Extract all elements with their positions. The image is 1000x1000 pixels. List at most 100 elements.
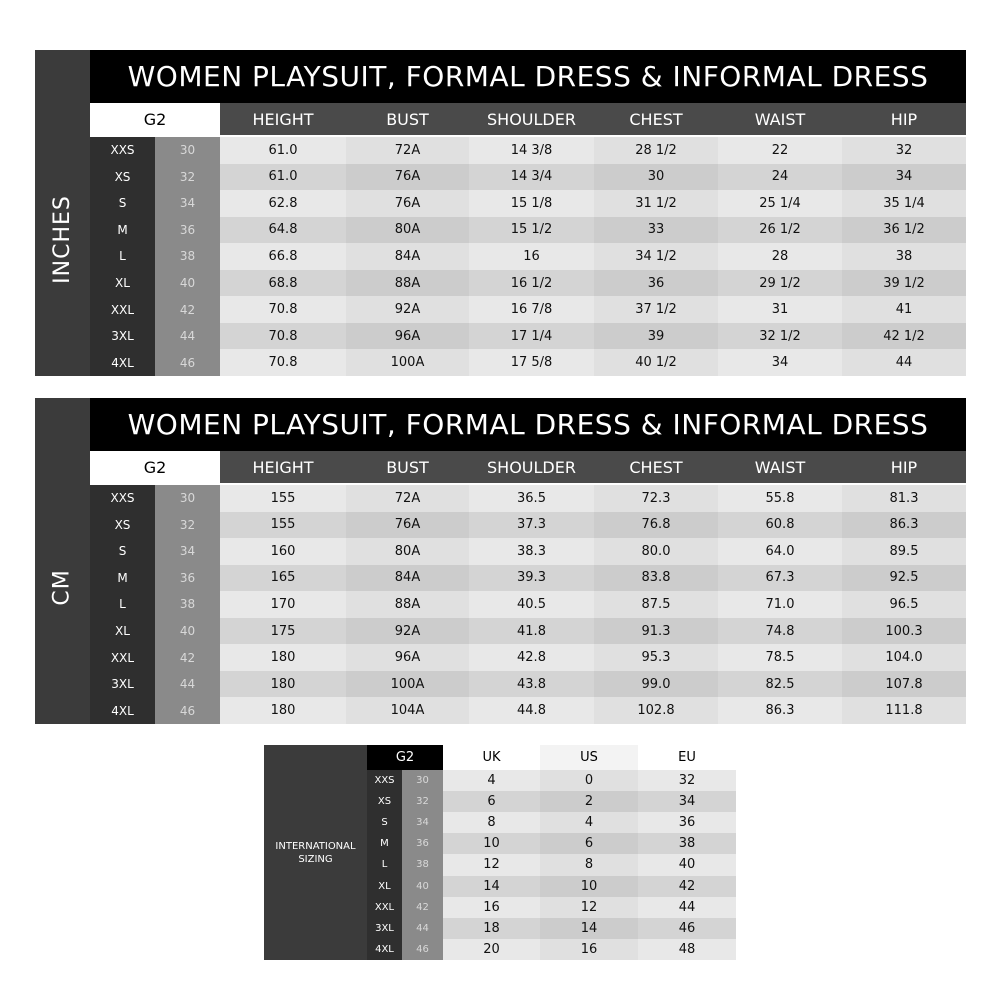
value-cell: 78.5 <box>718 644 842 671</box>
value-cell: 18 <box>443 917 540 939</box>
number-cell: 38 <box>402 854 443 876</box>
header-cell: HEIGHT <box>220 451 346 483</box>
value-cell: 100.3 <box>842 617 966 645</box>
header-cell: BUST <box>346 451 469 483</box>
value-cell: 26 1/2 <box>718 216 842 244</box>
value-cell: 160 <box>220 538 346 565</box>
value-cell: 89.5 <box>842 538 966 565</box>
value-cell: 72A <box>346 485 469 512</box>
value-cell: 14 3/4 <box>469 163 594 191</box>
size-cell: XS <box>90 511 155 539</box>
value-cell: 104A <box>346 697 469 724</box>
value-cell: 15 1/8 <box>469 190 594 217</box>
value-cell: 29 1/2 <box>718 269 842 297</box>
value-cell: 76A <box>346 163 469 191</box>
value-cell: 104.0 <box>842 644 966 671</box>
value-cell: 84A <box>346 243 469 270</box>
size-cell: 3XL <box>90 322 155 350</box>
number-cell: 36 <box>402 833 443 855</box>
header-cell: BUST <box>346 103 469 135</box>
value-cell: 17 1/4 <box>469 322 594 350</box>
value-cell: 71.0 <box>718 591 842 618</box>
number-cell: 44 <box>155 670 220 698</box>
number-cell: 40 <box>155 269 220 297</box>
side-label: CM <box>50 569 75 606</box>
value-cell: 38 <box>638 833 736 855</box>
number-cell: 30 <box>155 485 220 512</box>
number-cell: 32 <box>155 163 220 191</box>
value-cell: 64.8 <box>220 216 346 244</box>
size-cell: XS <box>90 163 155 191</box>
header-cell: WAIST <box>718 103 842 135</box>
value-cell: 31 <box>718 296 842 323</box>
value-cell: 12 <box>443 854 540 876</box>
size-cell: XS <box>367 791 402 813</box>
value-cell: 80A <box>346 538 469 565</box>
value-cell: 22 <box>718 137 842 164</box>
value-cell: 8 <box>540 854 638 876</box>
value-cell: 43.8 <box>469 670 594 698</box>
value-cell: 25 1/4 <box>718 190 842 217</box>
size-cell: S <box>90 190 155 217</box>
header-cell: EU <box>638 745 736 770</box>
size-cell: XXL <box>90 296 155 323</box>
value-cell: 39 1/2 <box>842 269 966 297</box>
value-cell: 96A <box>346 644 469 671</box>
value-cell: 36 <box>638 812 736 834</box>
value-cell: 96A <box>346 322 469 350</box>
value-cell: 76.8 <box>594 511 718 539</box>
value-cell: 70.8 <box>220 349 346 376</box>
header-cell: G2 <box>90 451 220 483</box>
size-cell: 4XL <box>367 938 402 960</box>
value-cell: 70.8 <box>220 322 346 350</box>
value-cell: 68.8 <box>220 269 346 297</box>
value-cell: 155 <box>220 485 346 512</box>
size-cell: XXL <box>90 644 155 671</box>
value-cell: 32 <box>842 137 966 164</box>
side-panel: INTERNATIONAL SIZING <box>264 745 367 960</box>
value-cell: 83.8 <box>594 564 718 592</box>
value-cell: 24 <box>718 163 842 191</box>
value-cell: 34 <box>638 791 736 813</box>
value-cell: 34 <box>842 163 966 191</box>
value-cell: 91.3 <box>594 617 718 645</box>
value-cell: 33 <box>594 216 718 244</box>
header-cell: G2 <box>367 745 443 770</box>
value-cell: 87.5 <box>594 591 718 618</box>
value-cell: 34 <box>718 349 842 376</box>
value-cell: 12 <box>540 896 638 918</box>
number-cell: 38 <box>155 591 220 618</box>
header-cell: CHEST <box>594 103 718 135</box>
size-cell: M <box>90 564 155 592</box>
value-cell: 76A <box>346 190 469 217</box>
value-cell: 38 <box>842 243 966 270</box>
value-cell: 67.3 <box>718 564 842 592</box>
number-cell: 34 <box>155 190 220 217</box>
number-cell: 44 <box>155 322 220 350</box>
value-cell: 102.8 <box>594 697 718 724</box>
value-cell: 41 <box>842 296 966 323</box>
number-cell: 44 <box>402 917 443 939</box>
header-cell: CHEST <box>594 451 718 483</box>
value-cell: 76A <box>346 511 469 539</box>
value-cell: 86.3 <box>718 697 842 724</box>
value-cell: 41.8 <box>469 617 594 645</box>
number-cell: 38 <box>155 243 220 270</box>
value-cell: 86.3 <box>842 511 966 539</box>
size-cell: S <box>90 538 155 565</box>
size-cell: 4XL <box>90 349 155 376</box>
value-cell: 170 <box>220 591 346 618</box>
value-cell: 15 1/2 <box>469 216 594 244</box>
number-cell: 42 <box>155 296 220 323</box>
size-cell: 4XL <box>90 697 155 724</box>
value-cell: 46 <box>638 917 736 939</box>
value-cell: 6 <box>540 833 638 855</box>
size-cell: XXS <box>90 485 155 512</box>
value-cell: 17 5/8 <box>469 349 594 376</box>
value-cell: 165 <box>220 564 346 592</box>
size-cell: L <box>367 854 402 876</box>
value-cell: 111.8 <box>842 697 966 724</box>
value-cell: 34 1/2 <box>594 243 718 270</box>
size-cell: L <box>90 591 155 618</box>
header-cell: G2 <box>90 103 220 135</box>
